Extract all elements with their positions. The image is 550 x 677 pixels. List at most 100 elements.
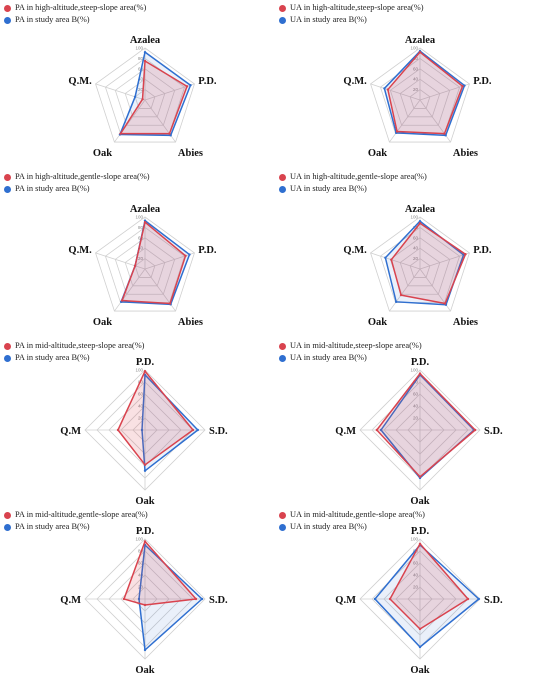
tick-label: 100 — [410, 215, 418, 220]
data-point — [418, 219, 422, 223]
axis-label: Q.M — [335, 595, 356, 606]
tick-label: 40 — [413, 404, 419, 409]
tick-label: 80 — [138, 56, 144, 61]
legend-dot-icon — [4, 342, 11, 350]
data-point — [143, 463, 147, 466]
axis-spoke — [389, 99, 421, 143]
axis-spoke — [419, 252, 470, 270]
legend-label: UA in study area B(%) — [290, 353, 367, 362]
data-point — [418, 627, 422, 631]
tick-label: 60 — [413, 561, 419, 566]
data-point — [119, 132, 122, 135]
data-point — [143, 648, 147, 652]
grid-ring — [409, 258, 431, 278]
radar-panel: PA in high-altitude,steep-slope area(%) P… — [0, 0, 275, 169]
axis-label: S.D. — [484, 426, 503, 437]
legend-item: PA in mid-altitude,steep-slope area(%) — [4, 340, 144, 352]
tick-label: 40 — [138, 77, 144, 82]
legend-item: UA in high-altitude,gentle-slope area(%) — [279, 171, 427, 183]
tick-label: 100 — [135, 46, 143, 51]
legend-dot-icon — [279, 16, 286, 24]
legend: UA in mid-altitude,gentle-slope area(%) U… — [279, 509, 425, 533]
data-point — [395, 130, 399, 133]
axis-label: Azalea — [405, 35, 436, 46]
data-point — [386, 88, 390, 91]
data-point — [388, 597, 392, 601]
data-point — [418, 475, 422, 478]
axis-label: P.D. — [198, 245, 217, 256]
axis-spoke — [389, 268, 421, 312]
axis-spoke — [95, 252, 146, 270]
legend-label: PA in study area B(%) — [15, 184, 90, 193]
axis-label: Abies — [178, 148, 203, 159]
legend-dot-icon — [279, 342, 286, 350]
grid-ring — [370, 216, 470, 312]
axis-spoke — [114, 268, 146, 312]
tick-label: 40 — [413, 573, 419, 578]
legend-dot-icon — [279, 185, 286, 193]
grid-ring — [95, 216, 195, 312]
axis-label: Abies — [178, 317, 203, 328]
tick-label: 20 — [413, 256, 419, 261]
legend-label: PA in study area B(%) — [15, 15, 90, 24]
legend: UA in high-altitude,gentle-slope area(%)… — [279, 171, 427, 195]
axis-label: S.D. — [209, 426, 228, 437]
axis-label: P.D. — [136, 526, 155, 537]
data-point — [137, 597, 141, 601]
grid-ring — [409, 89, 431, 109]
legend-dot-icon — [4, 185, 11, 193]
grid-ring — [124, 78, 166, 118]
data-point — [120, 299, 124, 302]
legend-item: UA in study area B(%) — [279, 521, 425, 533]
data-point — [444, 134, 447, 137]
radar-panel: PA in mid-altitude,steep-slope area(%) PA… — [0, 338, 275, 507]
grid-ring — [399, 78, 441, 118]
radar-panel: UA in high-altitude,steep-slope area(%) U… — [275, 0, 550, 169]
radar-panel: UA in mid-altitude,steep-slope area(%) UA… — [275, 338, 550, 507]
legend-item: UA in high-altitude,steep-slope area(%) — [279, 2, 424, 14]
legend-dot-icon — [279, 173, 286, 181]
data-point — [143, 59, 147, 63]
legend-label: PA in mid-altitude,steep-slope area(%) — [15, 341, 145, 350]
legend-item: PA in high-altitude,gentle-slope area(%) — [4, 171, 150, 183]
tick-label: 20 — [138, 256, 144, 261]
data-point — [418, 645, 422, 649]
data-point — [143, 50, 147, 54]
data-point — [383, 87, 386, 90]
data-point — [418, 372, 422, 375]
legend-label: UA in study area B(%) — [290, 184, 367, 193]
legend-label: PA in study area B(%) — [15, 353, 90, 362]
legend-dot-icon — [279, 523, 286, 531]
data-point — [194, 597, 198, 601]
radar-panel: PA in mid-altitude,gentle-slope area(%) P… — [0, 507, 275, 676]
legend-dot-icon — [4, 354, 11, 362]
legend-item: UA in study area B(%) — [279, 183, 427, 195]
data-point — [196, 428, 199, 432]
axis-label: P.D. — [473, 76, 492, 87]
grid-ring — [95, 47, 195, 143]
axis-label: Oak — [93, 317, 112, 328]
radar-panel: UA in mid-altitude,gentle-slope area(%) U… — [275, 507, 550, 676]
data-point — [463, 84, 466, 87]
series-area — [119, 60, 188, 135]
series-area — [387, 51, 464, 135]
legend-dot-icon — [4, 4, 11, 12]
axis-label: P.D. — [198, 76, 217, 87]
data-point — [466, 597, 470, 601]
legend: UA in high-altitude,steep-slope area(%) U… — [279, 2, 424, 26]
grid-ring — [370, 47, 470, 143]
legend-dot-icon — [279, 511, 286, 519]
data-point — [379, 428, 383, 432]
axis-label: Oak — [410, 665, 429, 676]
data-point — [384, 256, 387, 259]
tick-label: 20 — [138, 87, 144, 92]
tick-label: 100 — [135, 368, 143, 373]
data-point — [188, 253, 191, 256]
